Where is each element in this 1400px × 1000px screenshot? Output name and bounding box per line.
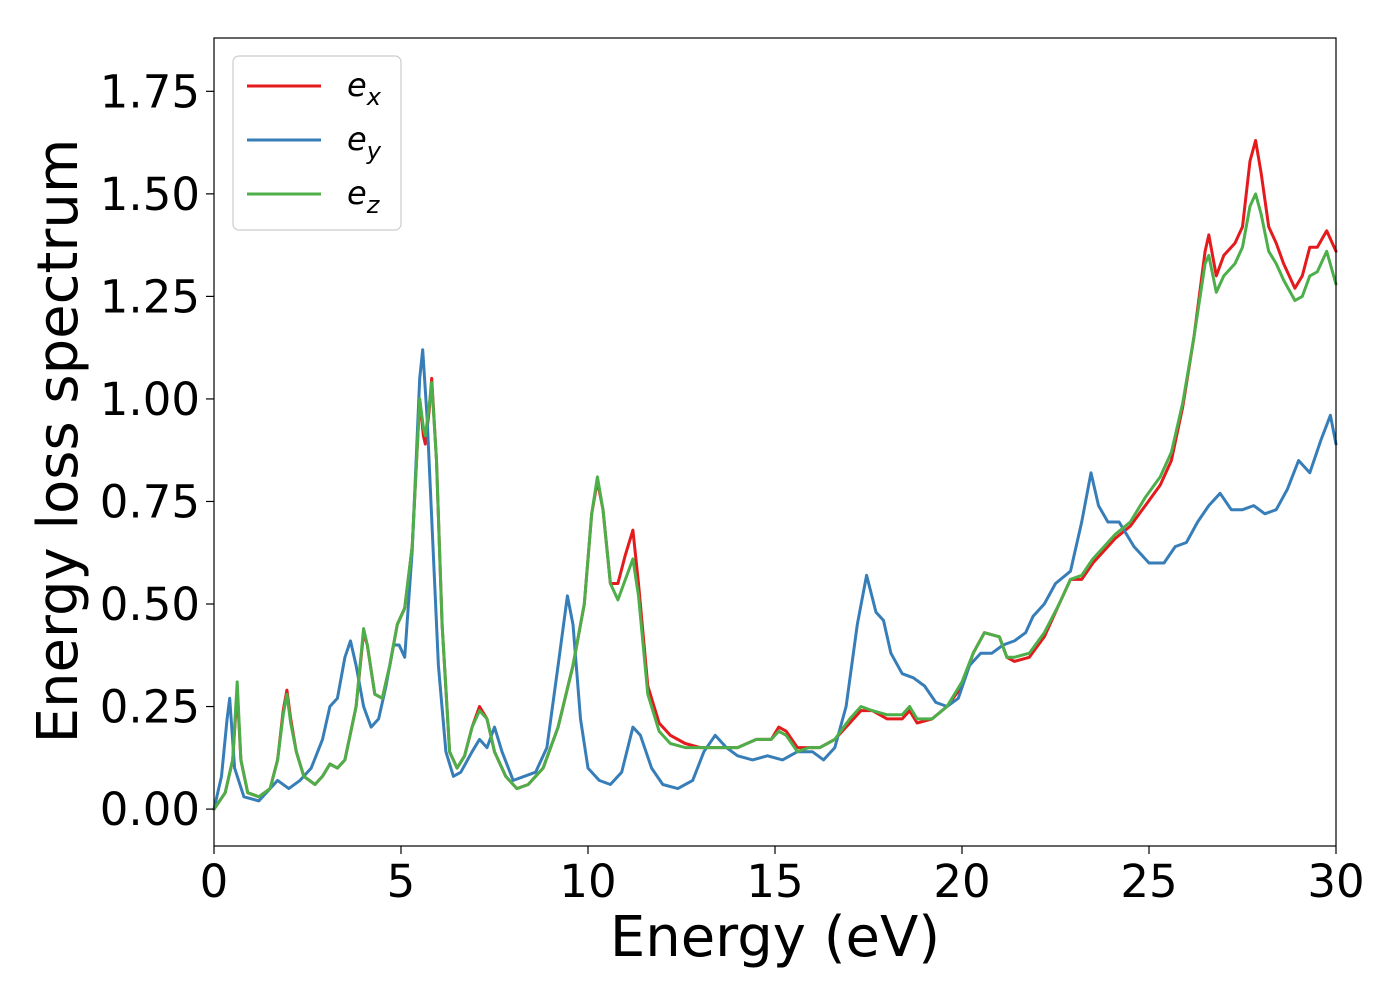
legend-label-y: ey (347, 120, 382, 165)
x-tick-label: 5 (387, 855, 416, 908)
series-layer (212, 139, 1338, 811)
x-tick-label: 10 (559, 855, 616, 908)
legend-label-base: e (347, 174, 367, 212)
y-tick-label: 1.75 (100, 65, 200, 118)
legend-label-z: ez (347, 174, 381, 219)
legend-label-x: ex (347, 66, 382, 111)
legend-label-subscript: x (366, 83, 382, 111)
legend-box (232, 55, 402, 231)
y-tick-label: 1.50 (100, 168, 200, 221)
x-tick-label: 25 (1120, 855, 1177, 908)
y-tick-label: 0.50 (100, 578, 200, 631)
legend-label-subscript: z (366, 191, 381, 219)
y-tick-label: 0.75 (100, 475, 200, 528)
legend-label-subscript: y (366, 137, 382, 165)
y-tick-label: 1.25 (100, 270, 200, 323)
x-tick-label: 0 (200, 855, 229, 908)
x-axis-ticks: 0 5 10 15 20 25 30 (200, 846, 1365, 908)
y-tick-label: 0.25 (100, 681, 200, 734)
y-axis-title: Energy loss spectrum (26, 139, 91, 744)
x-tick-label: 20 (933, 855, 990, 908)
series-line-e-y (212, 348, 1338, 811)
legend-label-base: e (347, 66, 367, 104)
y-tick-label: 1.00 (100, 373, 200, 426)
series-line-e-z (212, 192, 1338, 811)
x-tick-label: 15 (746, 855, 803, 908)
legend-label-base: e (347, 120, 367, 158)
y-tick-label: 0.00 (100, 783, 200, 836)
x-axis-title: Energy (eV) (610, 905, 940, 970)
y-axis-ticks: 0.00 0.25 0.50 0.75 1.00 1.25 1.50 1.75 (100, 65, 214, 836)
x-tick-label: 30 (1307, 855, 1364, 908)
